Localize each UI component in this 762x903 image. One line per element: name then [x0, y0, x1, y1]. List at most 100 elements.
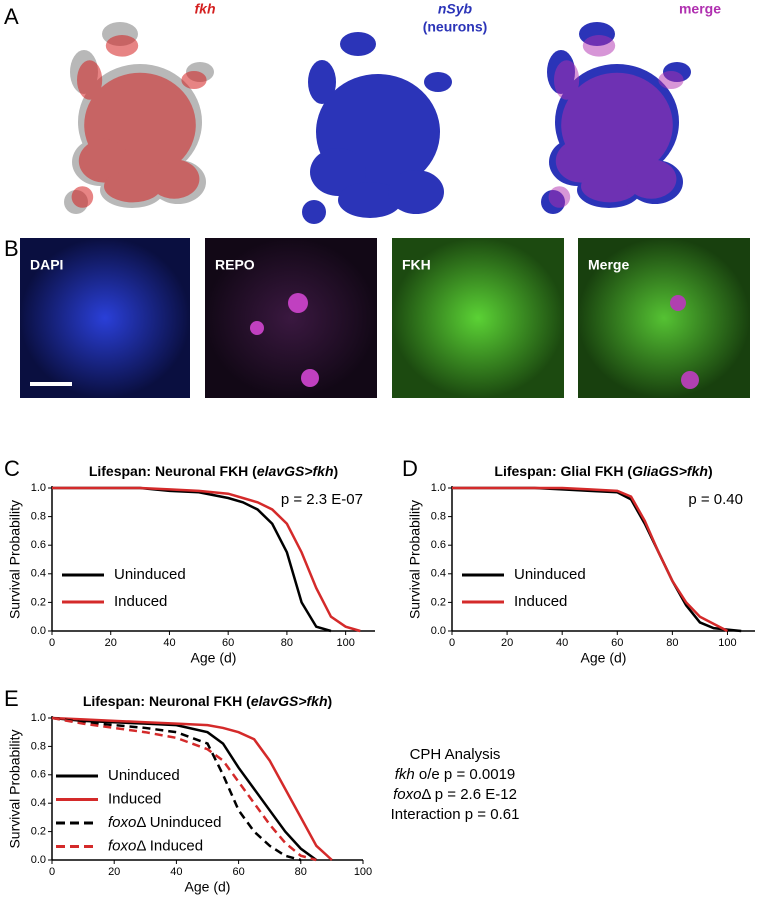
legend-label-part: Δ Induced: [136, 837, 203, 854]
micrograph: [20, 238, 190, 398]
y-tick-label: 0.2: [31, 596, 46, 608]
y-axis-label: Survival Probability: [7, 729, 23, 848]
x-tick-label: 40: [170, 866, 182, 878]
survival-curve: [52, 486, 361, 633]
tsne-title: merge: [679, 1, 721, 17]
y-tick-label: 1.0: [31, 712, 46, 724]
chart-title-part: elavGS>fkh: [251, 693, 328, 709]
legend-label-part: foxo: [108, 814, 136, 831]
y-tick-label: 0.0: [31, 625, 46, 637]
x-tick-label: 0: [49, 866, 55, 878]
survival-curve: [52, 486, 332, 633]
image-label: FKH: [402, 257, 431, 273]
chart-title-part: Lifespan: Neuronal FKH (: [83, 693, 251, 709]
micrograph-spot: [670, 295, 686, 311]
x-tick-label: 80: [281, 637, 293, 649]
tsne-title: fkh: [195, 1, 216, 17]
survival-curve: [452, 486, 742, 633]
x-axis-label: Age (d): [191, 650, 237, 666]
chart-title-part: Lifespan: Glial FKH (: [494, 463, 632, 479]
cph-line: fkh o/e p = 0.0019: [395, 766, 516, 783]
cph-line-part: fkh: [395, 766, 415, 783]
cph-line-part: CPH Analysis: [410, 746, 501, 763]
survival-curve: [51, 716, 302, 862]
micrograph: [392, 238, 564, 398]
y-tick-label: 0.4: [31, 797, 46, 809]
x-tick-label: 40: [163, 637, 175, 649]
chart-title-part: ): [334, 463, 339, 479]
micrograph-spot: [288, 293, 308, 313]
x-axis-label: Age (d): [185, 879, 231, 895]
y-tick-label: 0.8: [31, 740, 46, 752]
legend-label-part: Induced: [108, 790, 161, 807]
legend-label-part: Uninduced: [108, 767, 180, 784]
chart-title: Lifespan: Neuronal FKH (elavGS>fkh): [83, 693, 332, 709]
image-label: DAPI: [30, 257, 63, 273]
x-tick-label: 20: [501, 637, 513, 649]
y-tick-label: 0.6: [431, 539, 446, 551]
panel-label: A: [4, 4, 19, 29]
x-tick-label: 100: [336, 637, 354, 649]
cph-line-part: foxo: [393, 786, 421, 803]
x-tick-label: 20: [105, 637, 117, 649]
cph-line: CPH Analysis: [410, 746, 501, 763]
y-tick-label: 0.4: [31, 568, 46, 580]
x-tick-label: 60: [232, 866, 244, 878]
chart-title-part: GliaGS>fkh: [632, 463, 708, 479]
legend-label: Uninduced: [114, 566, 186, 583]
panel-label: B: [4, 236, 19, 261]
tsne-plot: [541, 22, 691, 214]
p-value: p = 2.3 E-07: [281, 491, 363, 508]
micrograph: [205, 238, 377, 398]
tsne-plot: [302, 32, 452, 224]
micrograph-spot: [681, 371, 699, 389]
x-tick-label: 0: [49, 637, 55, 649]
survival-curve: [452, 486, 729, 633]
x-tick-label: 80: [295, 866, 307, 878]
y-tick-label: 0.6: [31, 539, 46, 551]
legend-label: Uninduced: [514, 566, 586, 583]
tsne-title: (neurons): [423, 19, 488, 35]
p-value: p = 0.40: [688, 491, 743, 508]
cph-line-part: Interaction p = 0.61: [391, 806, 520, 823]
y-axis-label: Survival Probability: [407, 500, 423, 619]
micrograph-spot: [301, 369, 319, 387]
y-tick-label: 0.0: [31, 854, 46, 866]
legend-label-part: foxo: [108, 837, 136, 854]
cph-line-part: Δ p = 2.6 E-12: [421, 786, 517, 803]
y-tick-label: 0.2: [431, 596, 446, 608]
legend-label: foxoΔ Uninduced: [108, 814, 221, 831]
image-label: REPO: [215, 257, 255, 273]
legend-label-part: Induced: [514, 593, 567, 610]
cph-line: Interaction p = 0.61: [391, 806, 520, 823]
tsne-title: nSyb: [438, 1, 473, 17]
legend-label-part: Uninduced: [514, 566, 586, 583]
legend-label: Uninduced: [108, 767, 180, 784]
x-tick-label: 100: [718, 637, 736, 649]
panel-label: C: [4, 456, 20, 481]
chart-title: Lifespan: Neuronal FKH (elavGS>fkh): [89, 463, 338, 479]
x-axis-label: Age (d): [581, 650, 627, 666]
panel-label: E: [4, 686, 19, 711]
legend-label-part: Uninduced: [114, 566, 186, 583]
chart-title-part: ): [708, 463, 713, 479]
chart-title-part: elavGS>fkh: [257, 463, 334, 479]
chart-title-part: ): [328, 693, 333, 709]
cph-line: foxoΔ p = 2.6 E-12: [393, 786, 517, 803]
x-tick-label: 0: [449, 637, 455, 649]
legend-label: Induced: [108, 790, 161, 807]
survival-curve: [51, 716, 318, 862]
x-tick-label: 20: [108, 866, 120, 878]
x-tick-label: 80: [666, 637, 678, 649]
micrograph-spot: [250, 321, 264, 335]
legend-label: foxoΔ Induced: [108, 837, 203, 854]
y-tick-label: 0.8: [431, 511, 446, 523]
cph-line-part: o/e p = 0.0019: [415, 766, 516, 783]
y-tick-label: 0.0: [431, 625, 446, 637]
legend-label: Induced: [514, 593, 567, 610]
tsne-plot: [64, 22, 214, 214]
y-tick-label: 0.8: [31, 511, 46, 523]
y-tick-label: 0.4: [431, 568, 446, 580]
legend-label: Induced: [114, 593, 167, 610]
